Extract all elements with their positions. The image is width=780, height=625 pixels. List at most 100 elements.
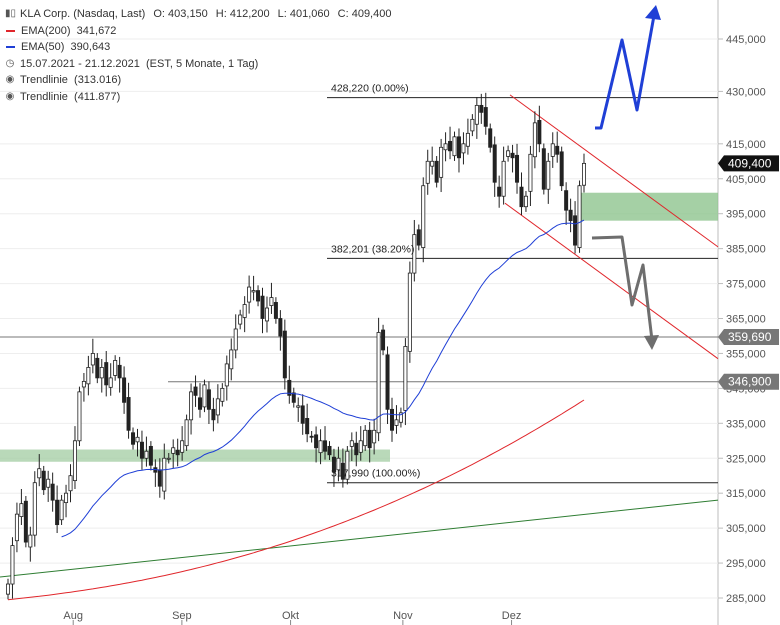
candle-body [403,346,408,411]
legend-ema50-row[interactable]: EMA(50) 390,643 [5,39,391,56]
trendline1-label: Trendlinie [20,74,68,86]
candle-body [166,457,171,460]
candle-body [175,449,180,456]
candle-body [555,145,560,155]
candle-body [202,384,207,408]
candle-body [184,419,189,447]
support-zone [580,192,718,221]
candle-body [336,457,341,471]
candlestick-icon: ▮▯ [5,8,17,19]
legend-trendline1-row[interactable]: ◉ Trendlinie (313.016) [5,72,391,89]
candle-body [389,408,394,431]
candle-body [314,434,319,449]
trendline-icon: ◉ [5,90,15,102]
candle-body [461,143,466,154]
long-term-trendline [0,499,719,578]
candle-body [394,419,399,426]
candle-body [77,391,82,442]
price-tag [718,329,779,346]
candle-body [206,389,211,410]
candle-body [50,483,55,501]
legend-trendline2-row[interactable]: ◉ Trendlinie (411.877) [5,89,391,106]
trendline2-label: Trendlinie [20,90,68,103]
candle-body [6,583,11,595]
candle-body [550,143,555,157]
fib-0-label: 428,220 (0.00%) [331,83,409,95]
ema200-value: 341,672 [76,24,117,37]
candle-body [90,353,95,366]
candle-body [55,499,60,526]
candle-body [452,136,457,157]
candle-body [568,209,573,222]
x-tick-label: Sep [172,610,192,622]
candle-body [180,440,185,453]
candle-body [162,457,167,492]
candle-body [59,499,64,521]
date-range: 15.07.2021 - 21.12.2021 [20,57,140,70]
candle-body [398,412,403,423]
price-tag-label: 359,690 [728,330,772,344]
high-label: H: [215,8,227,20]
candle-body [211,408,216,421]
candle-body [519,186,524,208]
ema50-swatch [6,46,15,49]
candle-body [497,186,502,197]
candle-body [86,367,91,385]
y-tick-label: 405,000 [726,174,766,186]
candle-body [291,392,296,403]
candle-body [41,470,46,491]
candle-body [122,377,127,403]
ema50-line [61,219,585,538]
ema200-line [7,399,585,601]
candle-body [501,160,506,197]
candle-body [430,160,435,167]
candle-body [439,146,444,178]
candle-body [349,440,354,447]
candle-body [331,456,336,473]
candle-body [358,440,363,453]
low-label: L: [277,8,287,20]
candle-body [189,391,194,421]
candle-body [456,136,461,159]
trendline1-value: (313.016) [74,74,122,86]
close-value: 409,400 [351,8,392,20]
candle-body [264,307,269,322]
candle-body [385,354,390,410]
y-tick-label: 305,000 [726,523,766,535]
candle-body [327,445,332,456]
candle-body [323,440,328,452]
up-arrowhead-icon [645,5,661,20]
support-zone [0,449,390,462]
down-arrowhead-icon [644,335,659,350]
candle-body [376,332,381,434]
instrument-name: KLA Corp. (Nasdaq, Last) [20,8,146,20]
candle-body [64,492,69,504]
candle-body [113,360,118,376]
bearish-scenario-arrow [591,235,654,341]
candle-body [14,513,19,542]
candle-body [510,152,515,159]
candle-body [506,150,511,157]
legend-ema200-row[interactable]: EMA(200) 341,672 [5,23,391,40]
candle-body [564,190,569,211]
y-tick-label: 355,000 [726,348,766,360]
candle-body [37,468,42,479]
chart-legend: ▮▯ KLA Corp. (Nasdaq, Last) O: 403,150 H… [5,6,391,105]
candle-body [434,160,439,183]
candle-body [108,377,113,388]
candle-body [479,104,484,113]
price-tag [718,373,779,390]
candle-body [367,429,372,449]
candle-body [282,330,287,379]
candle-body [19,503,24,517]
candle-body [220,387,225,402]
candle-body [46,478,51,488]
candle-body [296,405,301,408]
candle-body [269,297,274,306]
candle-body [139,441,144,459]
ema200-swatch [6,29,15,32]
candle-body [443,143,448,151]
x-tick-label: Dez [502,610,522,622]
candle-body [305,418,310,435]
